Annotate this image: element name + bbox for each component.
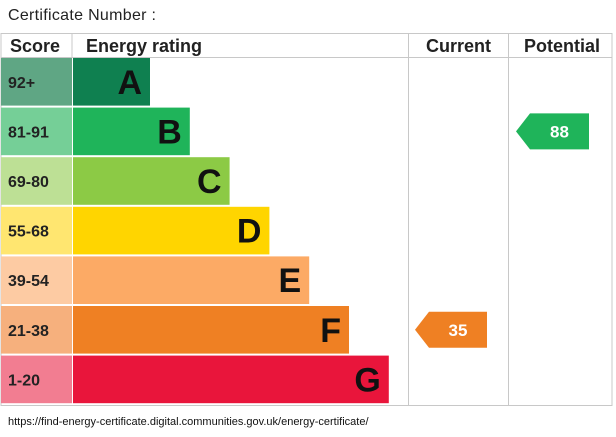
header-potential: Potential: [524, 36, 600, 56]
score-cell-a: [1, 58, 72, 106]
score-range-c: 69-80: [8, 174, 49, 191]
score-cell-c: [1, 157, 72, 205]
band-bar-e: [73, 256, 310, 304]
header-current: Current: [426, 36, 491, 56]
band-letter-c: C: [197, 163, 222, 201]
certificate-number-label: Certificate Number :: [8, 7, 157, 24]
band-letter-f: F: [320, 312, 341, 350]
score-cell-e: [1, 256, 72, 304]
score-cell-f: [1, 306, 72, 354]
band-letter-b: B: [157, 113, 182, 151]
band-bar-d: [73, 206, 270, 255]
rating-markers: 35 88: [415, 113, 589, 348]
current-marker-value: 35: [449, 321, 468, 340]
band-bar-c: [73, 157, 230, 205]
energy-rating-chart: Score Energy rating Current Potential 92…: [0, 33, 613, 406]
potential-marker-value: 88: [550, 122, 569, 141]
current-marker: [415, 311, 487, 348]
rating-bands: 92+ A 81-91 B 69-80 C 55-68 D 39-54 E 21-38 F 1-20 G: [1, 58, 389, 404]
band-bar-f: [73, 306, 349, 354]
score-range-g: 1-20: [8, 372, 40, 389]
score-range-f: 21-38: [8, 323, 49, 340]
score-range-d: 55-68: [8, 224, 49, 241]
potential-marker: [516, 113, 589, 150]
band-bar-b: [73, 107, 190, 156]
score-cell-d: [1, 206, 72, 255]
footer-url: https://find-energy-certificate.digital.…: [8, 416, 369, 428]
header-score: Score: [10, 36, 60, 56]
score-range-e: 39-54: [8, 273, 49, 290]
band-letter-d: D: [237, 213, 262, 251]
score-cell-b: [1, 107, 72, 156]
band-letter-g: G: [354, 361, 380, 399]
band-bar-g: [73, 355, 389, 404]
band-letter-e: E: [279, 262, 302, 300]
band-letter-a: A: [117, 64, 142, 102]
score-cell-g: [1, 355, 72, 404]
band-bar-a: [73, 58, 150, 106]
score-range-b: 81-91: [8, 124, 49, 141]
score-range-a: 92+: [8, 75, 35, 92]
header-energy-rating: Energy rating: [86, 36, 202, 56]
